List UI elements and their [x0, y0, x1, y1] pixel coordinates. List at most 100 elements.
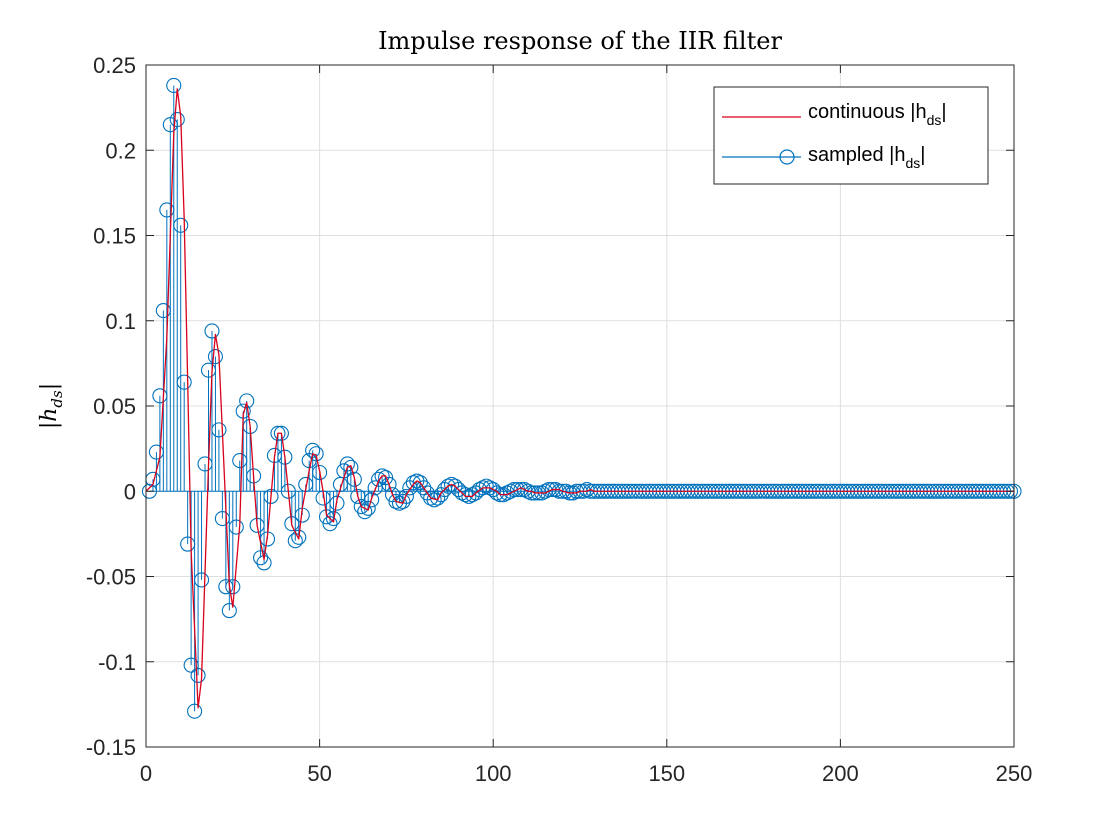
sample-marker [291, 529, 307, 545]
sample-marker [350, 488, 366, 504]
sample-marker [180, 536, 196, 552]
sample-marker [239, 393, 255, 409]
sample-marker [225, 579, 241, 595]
y-axis-label-sub: ds [48, 390, 66, 408]
sample-marker [312, 464, 328, 481]
sample-marker [499, 485, 515, 501]
sample-marker [364, 492, 380, 508]
y-tick-label: 0.05 [93, 394, 136, 419]
sample-marker [207, 349, 223, 365]
sample-marker [325, 510, 342, 527]
sample-marker [183, 657, 199, 673]
sample-marker [190, 667, 206, 683]
sample-marker [169, 112, 185, 128]
sample-marker [194, 572, 210, 588]
legend-label-continuous-sub: ds [927, 112, 942, 128]
sample-marker [416, 480, 432, 496]
x-tick-label: 200 [822, 761, 859, 786]
sample-marker [228, 519, 244, 535]
continuous-line-group [145, 88, 1014, 709]
sample-marker [478, 478, 494, 494]
y-axis-label-close: | [37, 383, 62, 390]
sample-marker [187, 703, 203, 719]
sample-marker [176, 374, 192, 390]
sample-marker [398, 488, 414, 504]
sample-marker [360, 500, 376, 516]
sample-marker [270, 425, 286, 441]
continuous-line [145, 88, 1014, 709]
sample-marker [173, 217, 189, 233]
y-axis-label: |hds| [37, 383, 66, 429]
x-tick-label: 250 [996, 761, 1033, 786]
legend-swatch-sampled-marker [779, 149, 795, 165]
sample-marker [287, 533, 303, 549]
sample-marker [548, 481, 564, 498]
legend-label-sampled-main: sampled |h [808, 144, 905, 166]
sample-marker [378, 470, 394, 486]
x-tick-label: 50 [307, 761, 331, 786]
chart-title: Impulse response of the IIR filter [378, 27, 782, 55]
sample-marker [204, 323, 220, 339]
sample-marker [152, 388, 168, 404]
legend-label-continuous: continuous |hds| [808, 101, 947, 128]
sample-marker [367, 480, 383, 496]
sample-marker [318, 509, 335, 525]
legend-label-sampled: sampled |hds| [808, 144, 925, 171]
sample-marker [343, 459, 359, 475]
y-tick-label: -0.05 [86, 565, 136, 590]
y-tick-labels: -0.15 -0.1 -0.05 0 0.05 0.1 0.15 0.2 0.25 [86, 53, 136, 760]
y-tick-label: 0.2 [105, 138, 136, 163]
x-tick-label: 0 [140, 761, 152, 786]
sample-marker [159, 202, 175, 218]
sample-marker [218, 579, 234, 595]
sample-marker [197, 456, 213, 472]
sample-marker [339, 456, 355, 472]
sample-marker [513, 481, 529, 498]
sample-marker [461, 488, 477, 504]
legend-label-sampled-sub: ds [905, 155, 920, 171]
x-tick-label: 100 [475, 761, 512, 786]
sample-marker [305, 442, 321, 458]
sample-marker [371, 471, 387, 487]
sample-marker [277, 449, 293, 465]
sample-marker [148, 444, 164, 460]
sample-marker [357, 504, 373, 520]
sample-marker [346, 471, 362, 487]
y-tick-label: 0.15 [93, 224, 136, 249]
sample-marker [284, 516, 300, 532]
sample-marker [232, 453, 248, 469]
sample-marker [200, 362, 217, 378]
legend: continuous |hds| sampled |hds| [713, 86, 989, 185]
x-tick-labels: 0 50 100 150 200 250 [140, 761, 1032, 786]
sample-marker [214, 510, 230, 527]
x-tick-label: 150 [648, 761, 685, 786]
y-tick-label: 0.25 [93, 53, 136, 78]
sample-marker [308, 446, 324, 462]
sample-marker [457, 487, 473, 503]
sample-marker [423, 490, 439, 506]
sample-marker [353, 499, 369, 515]
sample-marker [166, 77, 182, 94]
sample-marker [280, 483, 296, 499]
y-axis-label-main: |h [37, 408, 62, 430]
tick-marks [145, 64, 1015, 748]
sample-marker [211, 422, 227, 438]
y-tick-label: -0.15 [86, 735, 136, 760]
sample-marker [412, 475, 428, 491]
y-tick-label: 0 [124, 479, 136, 504]
sample-marker [273, 425, 289, 441]
sample-marker [496, 487, 512, 503]
y-tick-label: 0.1 [105, 309, 136, 334]
sample-marker [322, 516, 338, 532]
y-tick-label: -0.1 [98, 650, 136, 675]
legend-label-sampled-close: | [920, 144, 925, 166]
sample-marker [141, 483, 158, 499]
sample-marker [329, 495, 345, 511]
legend-label-continuous-close: | [941, 101, 946, 123]
legend-box [713, 86, 989, 185]
sample-marker [565, 485, 581, 501]
legend-label-continuous-main: continuous |h [808, 101, 927, 123]
sample-marker [253, 550, 269, 566]
sample-marker [155, 302, 171, 319]
